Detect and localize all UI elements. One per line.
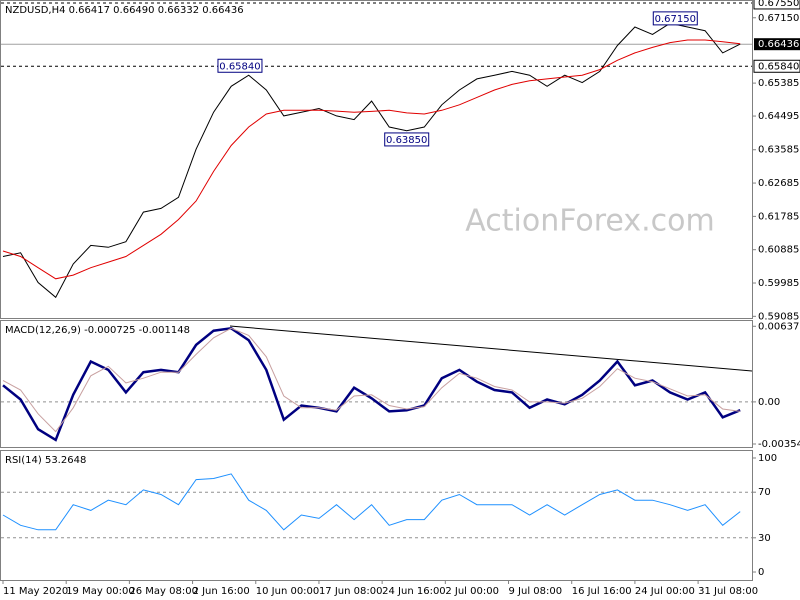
y-tick-label: 100 — [758, 453, 777, 464]
x-tick-label: 24 Jul 00:00 — [635, 586, 695, 597]
x-tick-label: 2 Jul 00:00 — [445, 586, 499, 597]
y-tick-label: 0.61785 — [758, 211, 799, 222]
y-tick-label: 0.62685 — [758, 178, 799, 189]
y-tick-label: 0.60885 — [758, 245, 799, 256]
series-line — [2, 326, 741, 442]
y-tick-label: 70 — [758, 487, 771, 498]
annotation-label: 0.67150 — [655, 14, 696, 25]
level-label: 0.65840 — [758, 61, 799, 72]
y-tick-label: 0.00 — [758, 397, 780, 408]
y-tick-label: 0.64495 — [758, 111, 799, 122]
level-label-box — [753, 59, 800, 73]
panel-frame — [0, 320, 753, 448]
annotation-box — [652, 11, 698, 26]
x-tick-label: 9 Jul 08:00 — [509, 586, 563, 597]
series-line — [2, 39, 741, 280]
panel-title: NZDUSD,H4 0.66417 0.66490 0.66332 0.6643… — [5, 5, 244, 16]
watermark: ActionForex.com — [465, 204, 714, 239]
current-price-label: 0.66436 — [758, 39, 799, 50]
y-tick-label: 0.59085 — [758, 311, 799, 322]
y-tick-label: 0.63585 — [758, 145, 799, 156]
y-tick-label: 0.006371 — [758, 321, 800, 332]
level-label-box — [753, 0, 800, 10]
macd-trendline — [229, 325, 753, 372]
annotation-box — [384, 132, 430, 147]
series-line — [2, 327, 741, 433]
series-line — [2, 473, 741, 531]
x-tick-label: 24 Jun 16:00 — [382, 586, 446, 597]
panel-frame — [0, 0, 753, 319]
y-tick-label: 0.67150 — [758, 13, 799, 24]
annotation-label: 0.65840 — [219, 61, 260, 72]
panel-title: RSI(14) 53.2648 — [5, 455, 86, 466]
annotation-box — [217, 58, 263, 73]
x-tick-label: 19 May 00:00 — [66, 586, 135, 597]
level-label: 0.67550 — [758, 0, 799, 9]
x-tick-label: 10 Jun 00:00 — [256, 586, 320, 597]
y-tick-label: 0.59985 — [758, 278, 799, 289]
series-line — [2, 22, 741, 299]
annotation-label: 0.63850 — [386, 135, 427, 146]
y-tick-label: 30 — [758, 533, 771, 544]
x-tick-label: 16 Jul 16:00 — [572, 586, 632, 597]
y-tick-label: -0.003546 — [758, 439, 800, 450]
y-tick-label: 0 — [758, 567, 764, 578]
x-tick-label: 26 May 08:00 — [129, 586, 198, 597]
panel-frame — [0, 450, 753, 581]
panel-title: MACD(12,26,9) -0.000725 -0.001148 — [5, 325, 190, 336]
x-tick-label: 31 Jul 08:00 — [698, 586, 758, 597]
y-tick-label: 0.65385 — [758, 78, 799, 89]
x-tick-label: 2 Jun 16:00 — [193, 586, 250, 597]
current-price-box — [754, 38, 800, 51]
x-tick-label: 17 Jun 08:00 — [319, 586, 383, 597]
x-tick-label: 11 May 2020 — [3, 586, 68, 597]
